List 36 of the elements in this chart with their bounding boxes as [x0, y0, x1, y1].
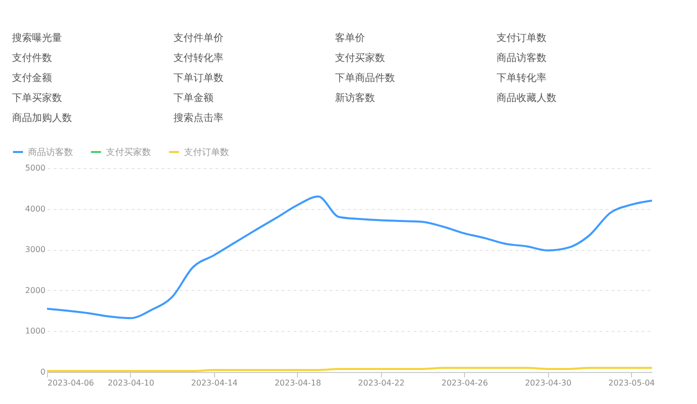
text: 下单商品件数	[335, 72, 395, 84]
text: 商品加购人数	[12, 112, 72, 124]
legend-label: 支付订单数	[184, 147, 229, 158]
text: 新访客数	[335, 92, 375, 104]
y-tick-label: 5000	[25, 164, 46, 172]
x-tick-label: 2023-04-14	[191, 378, 238, 388]
x-tick-label: 2023-04-22	[358, 378, 405, 388]
text: 支付转化率	[174, 52, 224, 64]
x-tick-label: 2023-04-06	[48, 378, 94, 388]
text: 商品收藏人数	[496, 92, 556, 104]
y-tick-label: 1000	[25, 326, 46, 336]
text: 客单价	[335, 32, 365, 44]
x-tick-label: 2023-04-26	[441, 378, 488, 388]
legend-label: 商品访客数	[28, 147, 73, 158]
x-tick-label: 2023-05-04	[608, 378, 655, 388]
text: 下单转化率	[496, 72, 546, 84]
x-tick-label: 2023-04-10	[108, 378, 154, 388]
text: 下单买家数	[12, 92, 62, 104]
text: 支付订单数	[496, 32, 546, 44]
text: 支付件单价	[174, 32, 224, 44]
y-tick-label: 0	[40, 368, 46, 376]
x-tick-label: 2023-04-30	[524, 378, 572, 388]
line-series	[46, 196, 653, 320]
y-tick-label: 4000	[25, 204, 46, 214]
text: 下单金额	[174, 92, 214, 104]
text: 支付买家数	[335, 52, 385, 64]
text: 下单订单数	[174, 72, 224, 84]
text: 支付金额	[12, 72, 52, 84]
y-tick-label: 3000	[25, 245, 46, 254]
text: 商品访客数	[496, 52, 546, 64]
y-tick-label: 2000	[25, 286, 46, 295]
x-tick-label: 2023-04-18	[274, 378, 322, 388]
text: 搜索曝光量	[12, 32, 62, 44]
legend-label: 支付买家数	[106, 147, 151, 158]
text: 搜索点击率	[174, 112, 224, 124]
text: 支付件数	[12, 52, 52, 64]
